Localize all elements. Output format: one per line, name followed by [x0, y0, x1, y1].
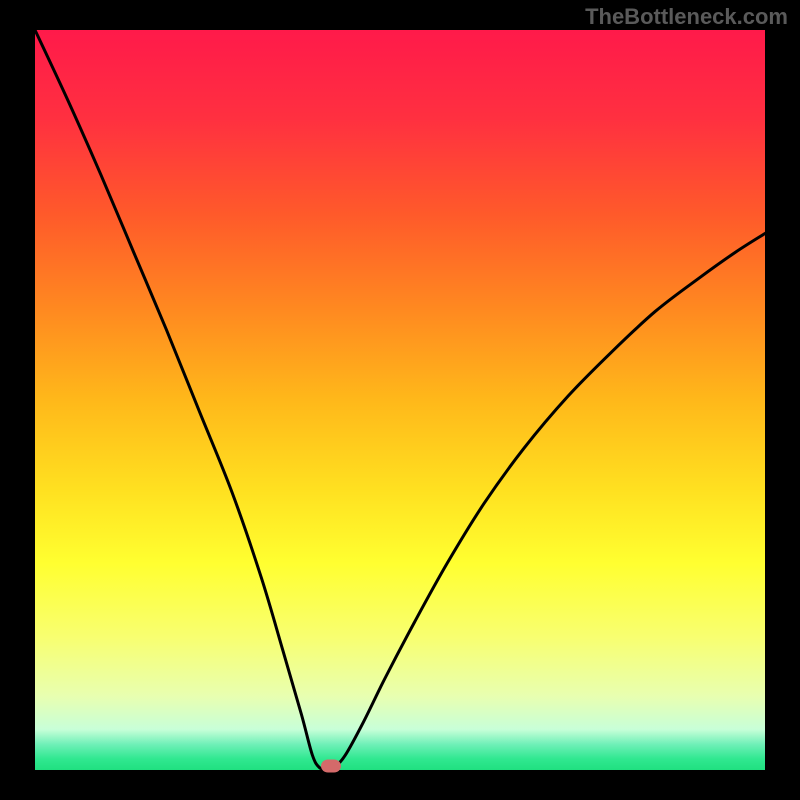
watermark-text: TheBottleneck.com — [585, 4, 788, 30]
bottleneck-chart — [0, 0, 800, 800]
minimum-marker — [321, 759, 341, 772]
chart-container: TheBottleneck.com — [0, 0, 800, 800]
plot-background — [35, 30, 765, 770]
